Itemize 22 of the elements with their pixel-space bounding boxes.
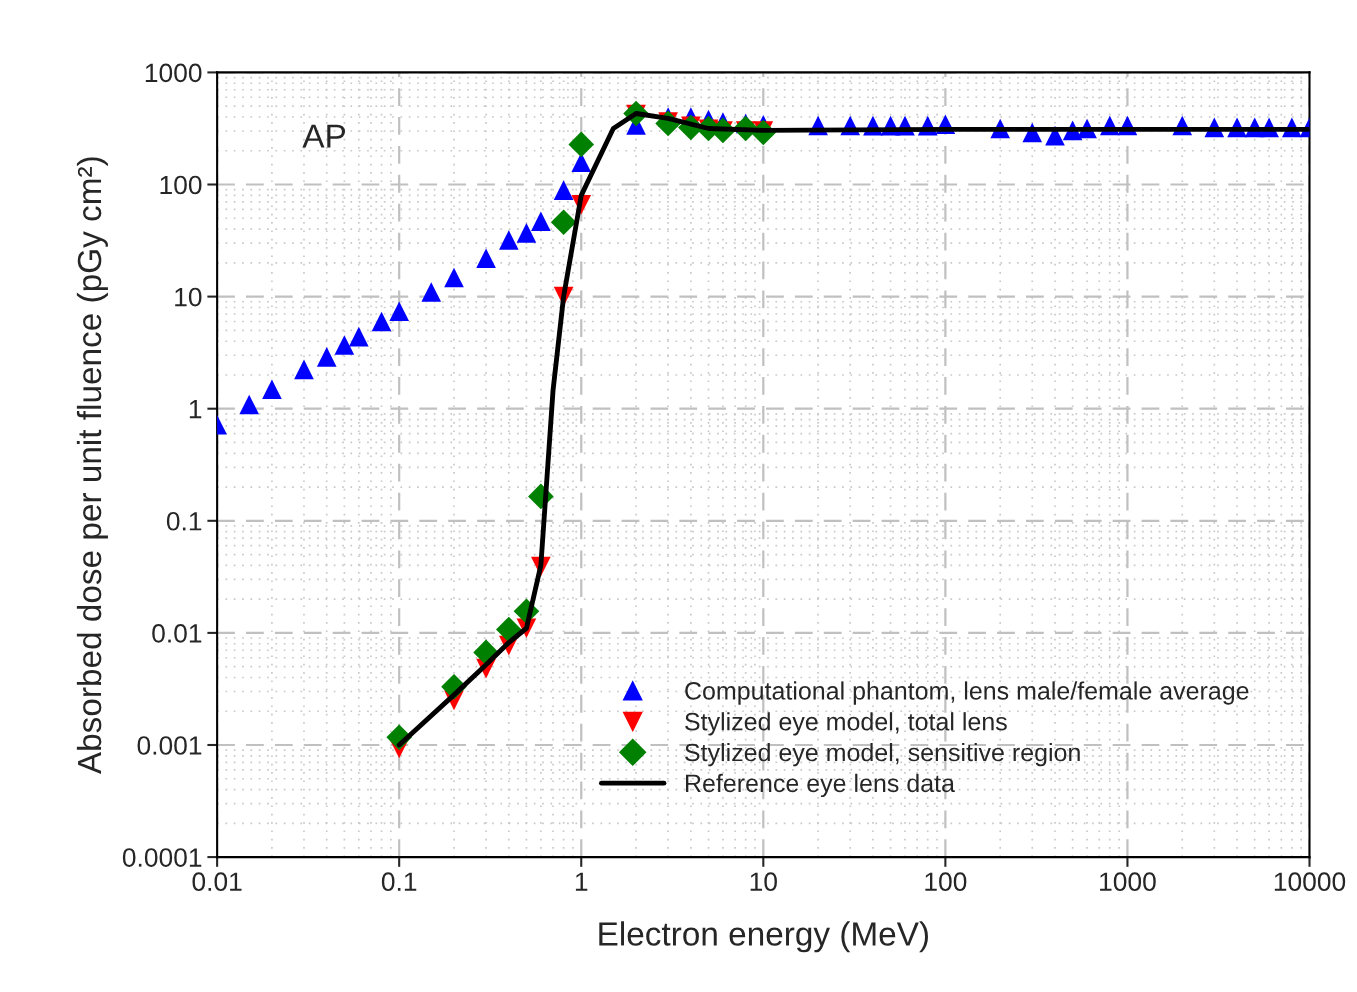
y-tick-label: 0.0001 — [122, 848, 202, 867]
y-tick-label: 0.001 — [137, 736, 202, 755]
y-tick-label: 1000 — [145, 63, 202, 83]
y-tick-label: 100 — [160, 175, 202, 195]
y-tick-label: 1 — [189, 400, 202, 419]
x-tick-label: 10 — [750, 872, 777, 892]
legend-label: Computational phantom, lens male/female average — [685, 681, 1249, 705]
y-tick-label: 10 — [175, 287, 202, 307]
y-tick-label: 0.1 — [166, 511, 202, 531]
y-axis-title: Absorbed dose per unit fluence (pGy cm²) — [76, 157, 108, 775]
x-tick-label: 100 — [925, 872, 967, 892]
x-tick-label: 1 — [575, 872, 588, 891]
x-tick-label: 0.1 — [381, 872, 417, 892]
legend-label: Stylized eye model, total lens — [685, 712, 1007, 736]
y-tick-label: 0.01 — [152, 624, 202, 643]
legend-label: Stylized eye model, sensitive region — [685, 742, 1080, 767]
annotation: AP — [302, 124, 346, 148]
x-tick-label: 10000 — [1274, 872, 1346, 892]
x-tick-label: 0.01 — [192, 872, 242, 892]
x-axis-title: Electron energy (MeV) — [599, 921, 928, 953]
x-tick-label: 1000 — [1100, 872, 1156, 892]
legend-label: Reference eye lens data — [686, 773, 955, 798]
